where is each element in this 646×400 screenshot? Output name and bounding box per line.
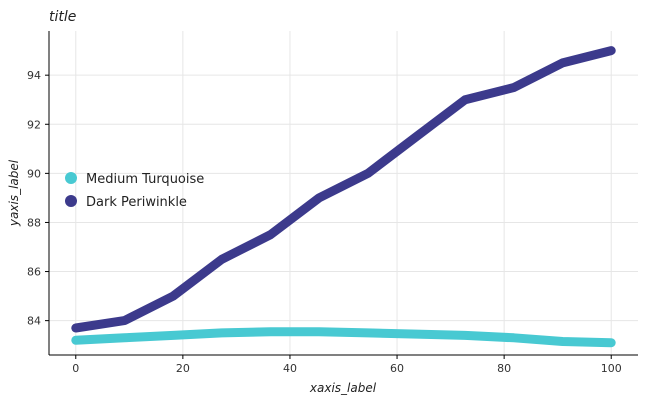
y-tick-label: 90 — [27, 167, 41, 180]
grid-layer — [49, 31, 638, 355]
y-tick-label: 92 — [27, 118, 41, 131]
series-layer — [71, 46, 616, 348]
legend-label-medium-turquoise: Medium Turquoise — [86, 172, 204, 187]
x-tick-label: 20 — [176, 362, 190, 375]
legend: Medium Turquoise Dark Periwinkle — [65, 172, 204, 210]
y-tick-label: 94 — [27, 69, 41, 82]
chart-title: title — [49, 9, 76, 25]
x-tick-label: 80 — [497, 362, 511, 375]
x-tick-label: 0 — [72, 362, 79, 375]
series-line-medium-turquoise — [71, 327, 616, 348]
y-tick-label: 88 — [27, 216, 41, 229]
y-tick-label: 86 — [27, 266, 41, 279]
x-tick-label: 40 — [283, 362, 297, 375]
y-axis-label: yaxis_label — [7, 159, 21, 227]
legend-label-dark-periwinkle: Dark Periwinkle — [86, 195, 187, 210]
x-axis-label: xaxis_label — [309, 381, 377, 395]
legend-marker-dark-periwinkle — [65, 195, 77, 207]
series-line-dark-periwinkle — [71, 46, 616, 333]
tick-layer: 0 20 40 60 80 100 84 86 88 90 92 94 — [27, 69, 622, 375]
x-tick-label: 60 — [390, 362, 404, 375]
x-tick-label: 100 — [601, 362, 622, 375]
legend-marker-medium-turquoise — [65, 172, 77, 184]
y-tick-label: 84 — [27, 315, 41, 328]
